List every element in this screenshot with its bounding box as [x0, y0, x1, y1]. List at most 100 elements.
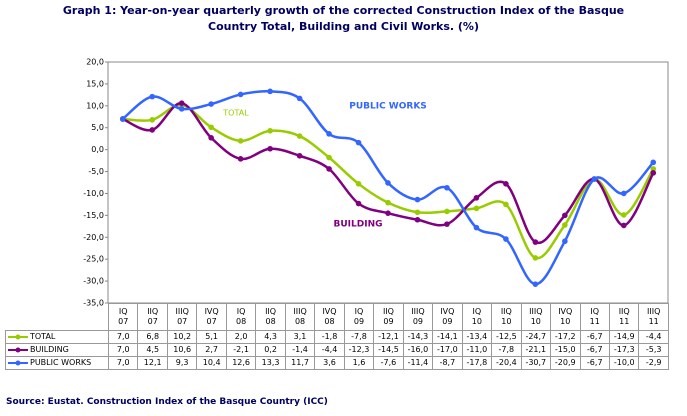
x-tick-label: IQ 07: [107, 303, 139, 331]
table-value: -15,0: [550, 343, 581, 357]
x-tick-label: IVQ 08: [314, 303, 345, 331]
table-value: -1,8: [314, 330, 345, 344]
data-point: [237, 91, 244, 98]
annotation: BUILDING: [334, 220, 383, 230]
data-point: [473, 205, 480, 212]
table-value: -10,0: [608, 356, 640, 370]
y-tick-label: 10,0: [86, 101, 104, 110]
table-value: -20,9: [550, 356, 581, 370]
annotation: TOTAL: [222, 109, 249, 118]
data-point: [532, 255, 539, 261]
y-tick-label: -10,0: [83, 189, 104, 198]
legend-marker: [15, 347, 21, 352]
data-point: [650, 166, 657, 172]
data-point: [562, 238, 568, 245]
source-note: Source: Eustat. Construction Index of th…: [6, 397, 328, 407]
x-tick-label: IVQ 10: [550, 303, 581, 331]
table-value: 10,6: [166, 343, 198, 357]
y-tick-label: -5,0: [88, 167, 104, 176]
legend-label: PUBLIC WORKS: [30, 358, 92, 367]
data-point: [385, 210, 391, 216]
table-value: 6,8: [137, 330, 168, 344]
data-point: [444, 221, 450, 227]
table-value: 4,3: [255, 330, 286, 344]
y-tick-label: -15,0: [83, 211, 104, 220]
legend-label: BUILDING: [30, 345, 69, 354]
data-point: [650, 170, 657, 176]
table-value: -12,1: [373, 330, 404, 344]
data-point: [620, 212, 627, 218]
table-row: BUILDING 7,0 4,5 10,6 2,7 -2,1 0,2 -1,4 -4,4 -12,…: [5, 343, 669, 357]
data-point: [444, 184, 450, 191]
table-value: -17,8: [461, 356, 493, 370]
x-tick-label: IIQ 08: [255, 303, 286, 331]
data-point: [503, 181, 509, 187]
y-tick-label: 0,0: [91, 145, 104, 154]
x-tick-label: IQ 09: [343, 303, 375, 331]
data-point: [620, 190, 627, 197]
data-point: [178, 106, 185, 112]
data-point: [620, 222, 627, 229]
table-value: 0,2: [255, 343, 286, 357]
x-tick-label: IIIQ 10: [520, 303, 552, 331]
legend-key: [8, 334, 28, 339]
table-value: -6,7: [579, 343, 610, 357]
table-value: -8,7: [432, 356, 463, 370]
data-point: [296, 133, 303, 139]
y-tick-label: -30,0: [83, 277, 104, 286]
y-tick-label: -35,0: [83, 299, 104, 308]
table-value: 3,6: [314, 356, 345, 370]
data-point: [149, 117, 156, 123]
table-value: -1,4: [284, 343, 316, 357]
table-value: -24,7: [520, 330, 552, 344]
table-value: 7,0: [107, 356, 139, 370]
data-point: [237, 138, 244, 144]
x-tick-label: IQ 08: [225, 303, 257, 331]
data-point: [414, 209, 421, 216]
table-value: -12,3: [343, 343, 375, 357]
x-tick-label: IQ 10: [461, 303, 493, 331]
table-value: -6,7: [579, 356, 610, 370]
x-tick-label: IIIQ 07: [166, 303, 198, 331]
data-point: [237, 156, 244, 162]
legend-marker: [15, 334, 21, 339]
table-value: -4,4: [314, 343, 345, 357]
data-point: [473, 195, 480, 201]
data-point: [650, 159, 657, 166]
legend-entry: TOTAL: [5, 330, 109, 344]
table-value: -17,2: [550, 330, 581, 344]
legend-entry: PUBLIC WORKS: [5, 356, 109, 370]
table-value: -14,1: [432, 330, 463, 344]
table-value: -21,1: [520, 343, 552, 357]
legend-key: [8, 347, 28, 352]
data-point: [532, 281, 539, 287]
table-value: -2,9: [638, 356, 669, 370]
data-point: [591, 176, 598, 182]
table-row: TOTAL 7,0 6,8 10,2 5,1 2,0 4,3 3,1 -1,8 -7,8 -12,1…: [5, 330, 669, 344]
data-point: [562, 212, 568, 219]
table-value: 13,3: [255, 356, 286, 370]
x-tick-label: IIIQ 08: [284, 303, 316, 331]
y-tick-label: -25,0: [83, 255, 104, 264]
table-value: -17,0: [432, 343, 463, 357]
data-point: [385, 199, 391, 206]
legend-label: TOTAL: [30, 332, 56, 341]
y-tick-label: 5,0: [91, 123, 104, 132]
table-value: -13,4: [461, 330, 493, 344]
annotation: PUBLIC WORKS: [349, 102, 427, 112]
data-point: [296, 95, 303, 102]
table-value: -5,3: [638, 343, 669, 357]
table-value: -7,6: [373, 356, 404, 370]
table-value: 10,2: [166, 330, 198, 344]
data-point: [267, 88, 273, 95]
data-point: [208, 101, 214, 107]
table-value: -14,5: [373, 343, 404, 357]
data-point: [503, 236, 509, 242]
data-point: [414, 196, 421, 203]
data-point: [208, 124, 214, 131]
table-value: 2,0: [225, 330, 257, 344]
table-value: 5,1: [196, 330, 227, 344]
x-tick-label: IVQ 07: [196, 303, 227, 331]
